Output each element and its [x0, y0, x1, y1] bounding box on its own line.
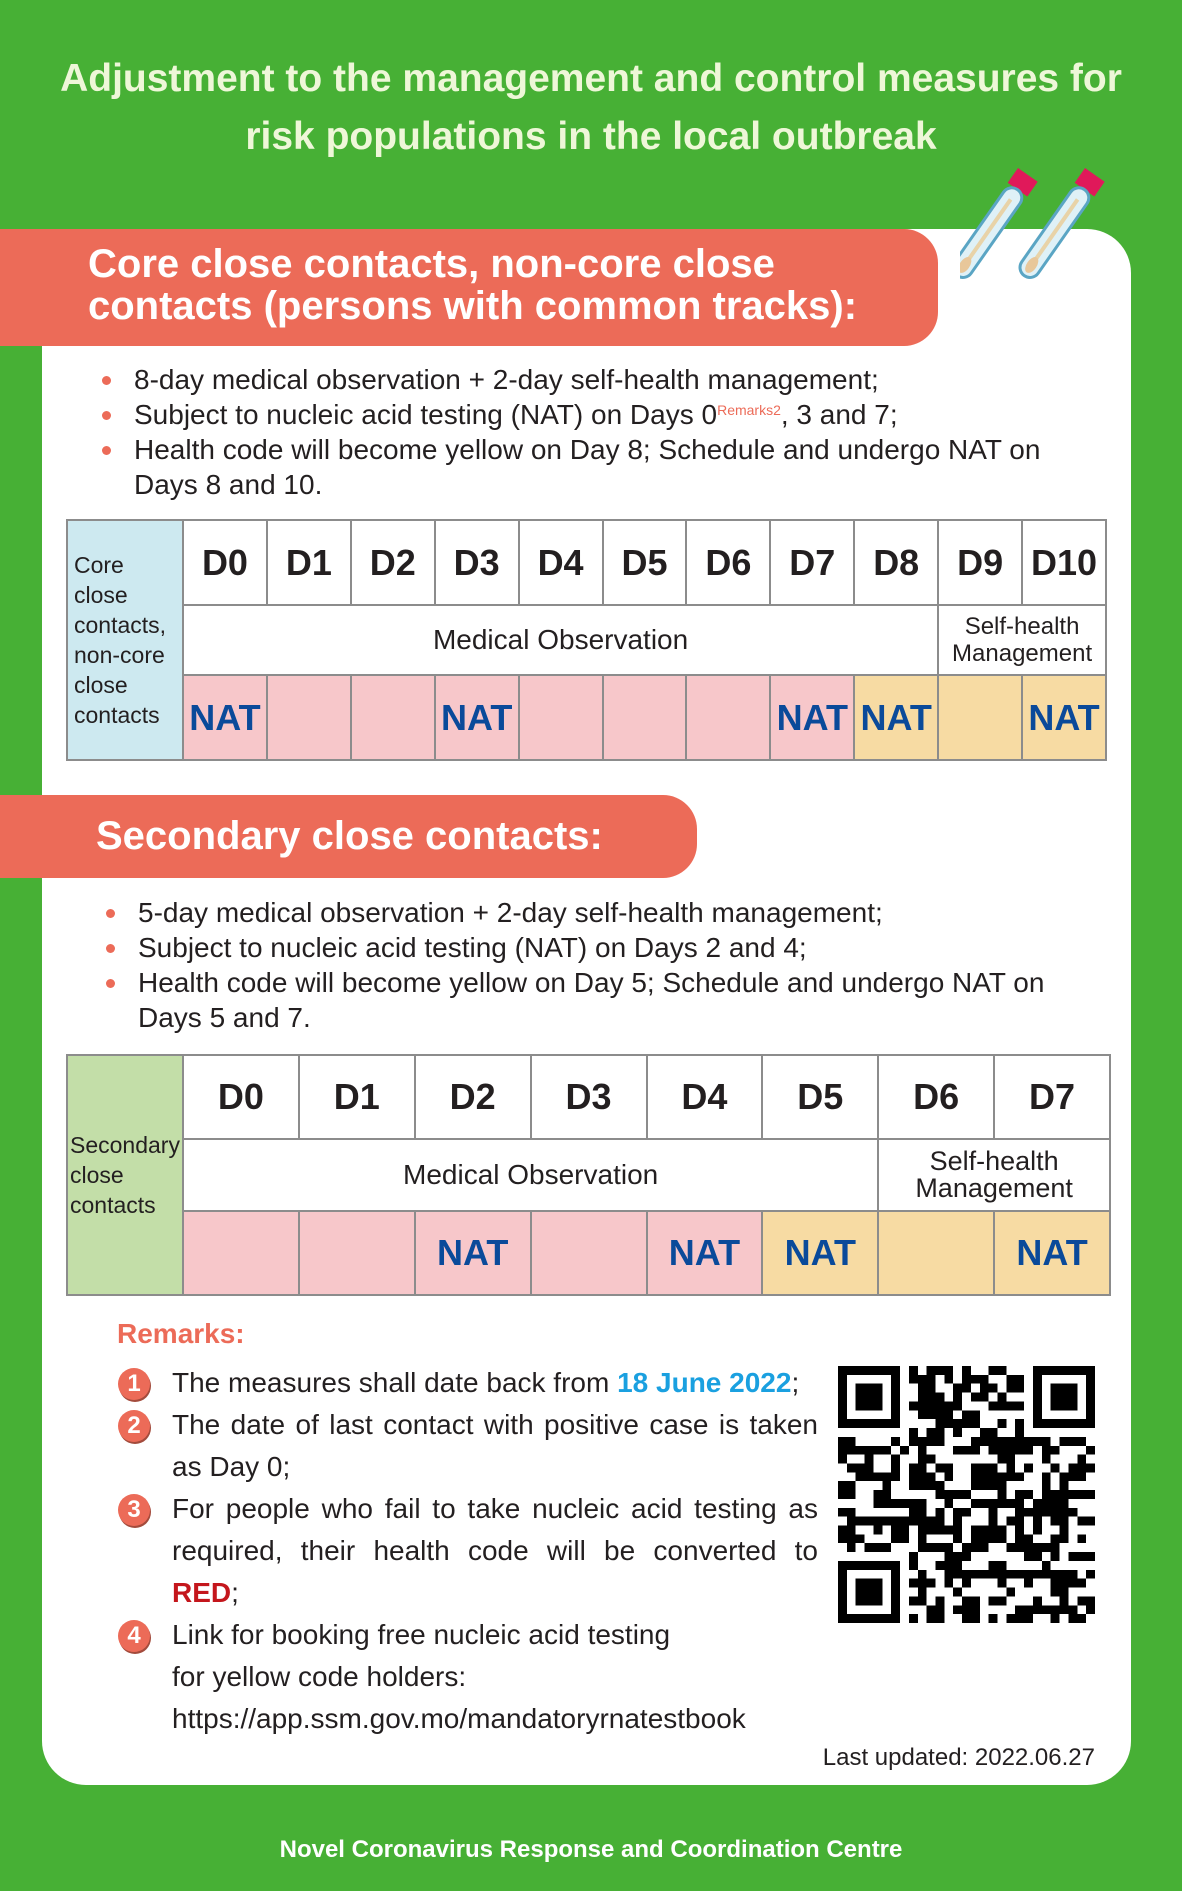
nat-cell: NAT: [853, 674, 940, 761]
remark-item: 4 Link for booking free nucleic acid test…: [118, 1614, 818, 1740]
heading-line: contacts (persons with common tracks):: [88, 284, 858, 328]
nat-cell: NAT: [769, 674, 856, 761]
medical-observation: Medical Observation: [181, 1138, 880, 1212]
nat-cell: NAT: [645, 1210, 764, 1296]
remark-text: Link for booking free nucleic acid testi…: [172, 1619, 671, 1692]
bullet: Subject to nucleic acid testing (NAT) on…: [106, 930, 1044, 965]
title-line: risk populations in the local outbreak: [245, 115, 937, 158]
nat-cell: [937, 674, 1024, 761]
title-line: Adjustment to the management and control…: [60, 57, 1122, 100]
nat-cell: NAT: [182, 674, 268, 761]
nat-cell: [182, 1210, 300, 1296]
bullet-text: Health code will become yellow on Day 5;…: [138, 967, 1045, 998]
qr-code[interactable]: [838, 1366, 1095, 1623]
test-tube-icon: [960, 168, 1105, 279]
bullet-text: 5-day medical observation + 2-day self-h…: [138, 897, 883, 928]
nat-cell: [265, 674, 352, 761]
last-updated: Last updated: 2022.06.27: [822, 1744, 1095, 1771]
day-header: D7: [769, 519, 856, 606]
remarks-list: 1 The measures shall date back from 18 Ju…: [118, 1362, 818, 1740]
remark-item: 1 The measures shall date back from 18 Ju…: [118, 1362, 818, 1404]
section1-bullets: 8-day medical observation + 2-day self-h…: [102, 362, 1040, 502]
self-health-management: Self-health Management: [937, 604, 1107, 676]
remark-text: For people who fail to take nucleic acid…: [172, 1493, 818, 1566]
day-header: D2: [349, 519, 436, 606]
day-header: D4: [645, 1054, 764, 1140]
bullet: Health code will become yellow on Day 8;…: [102, 432, 1040, 502]
nat-cell: NAT: [761, 1210, 880, 1296]
number-badge: 1: [118, 1368, 150, 1400]
booking-link[interactable]: https://app.ssm.gov.mo/mandatoryrnatestb…: [172, 1703, 746, 1734]
heading-line: Core close contacts, non-core close: [88, 242, 775, 286]
punct: ;: [791, 1367, 800, 1398]
day-header: D5: [761, 1054, 880, 1140]
nat-cell: [685, 674, 772, 761]
day-header: D3: [529, 1054, 648, 1140]
nat-cell: NAT: [413, 1210, 532, 1296]
medical-observation: Medical Observation: [181, 604, 940, 676]
day-header: D8: [853, 519, 940, 606]
bullet: 8-day medical observation + 2-day self-h…: [102, 362, 1040, 397]
day-header: D2: [413, 1054, 532, 1140]
number-badge: 4: [118, 1620, 150, 1652]
day-header: D1: [265, 519, 352, 606]
nat-cell: [529, 1210, 648, 1296]
bullet-text: Health code will become yellow on Day 8;…: [134, 434, 1041, 465]
nat-cell: [297, 1210, 416, 1296]
bullet-text: 8-day medical observation + 2-day self-h…: [134, 364, 879, 395]
day-header: D6: [877, 1054, 996, 1140]
remark-ref: Remarks2: [717, 402, 781, 418]
nat-cell: [517, 674, 604, 761]
nat-cell: NAT: [433, 674, 520, 761]
number-badge: 2: [118, 1410, 150, 1442]
remark-item: 2 The date of last contact with positive …: [118, 1404, 818, 1488]
day-header: D0: [182, 1054, 300, 1140]
bullet-text: Days 8 and 10.: [134, 469, 323, 500]
day-header: D0: [182, 519, 268, 606]
punct: ;: [231, 1577, 239, 1608]
remark-text: The date of last contact with positive c…: [172, 1409, 818, 1482]
bullet: Subject to nucleic acid testing (NAT) on…: [102, 397, 1040, 432]
section1-heading: Core close contacts, non-core close conta…: [0, 229, 938, 346]
day-header: D10: [1021, 519, 1107, 606]
bullet-text: Days 5 and 7.: [138, 1002, 311, 1033]
date-highlight: 18 June 2022: [617, 1367, 792, 1398]
bullet-text: Subject to nucleic acid testing (NAT) on…: [138, 932, 807, 963]
day-header: D6: [685, 519, 772, 606]
nat-cell: [349, 674, 436, 761]
day-header: D5: [601, 519, 688, 606]
row-label: Secondary close contacts: [66, 1054, 184, 1296]
self-health-management: Self-health Management: [877, 1138, 1111, 1212]
nat-cell: NAT: [993, 1210, 1111, 1296]
bullet: 5-day medical observation + 2-day self-h…: [106, 895, 1044, 930]
page-title: Adjustment to the management and control…: [0, 50, 1182, 166]
nat-cell: [601, 674, 688, 761]
bullet-text: Subject to nucleic acid testing (NAT) on…: [134, 399, 718, 430]
red-highlight: RED: [172, 1577, 232, 1608]
number-badge: 3: [118, 1494, 150, 1526]
day-header: D3: [433, 519, 520, 606]
bullet-text: , 3 and 7;: [780, 399, 898, 430]
bullet: Health code will become yellow on Day 5;…: [106, 965, 1044, 1035]
remarks-heading: Remarks:: [117, 1318, 245, 1349]
core-contacts-table: Core close contacts, non-core close cont…: [66, 519, 1107, 761]
footer-organization: Novel Coronavirus Response and Coordinat…: [279, 1836, 903, 1863]
remark-text: The measures shall date back from: [172, 1367, 618, 1398]
section2-bullets: 5-day medical observation + 2-day self-h…: [106, 895, 1044, 1035]
nat-cell: NAT: [1021, 674, 1107, 761]
row-label: Core close contacts, non-core close cont…: [66, 519, 184, 761]
day-header: D4: [517, 519, 604, 606]
section2-heading: Secondary close contacts:: [0, 795, 697, 878]
day-header: D9: [937, 519, 1024, 606]
day-header: D1: [297, 1054, 416, 1140]
nat-cell: [877, 1210, 996, 1296]
day-header: D7: [993, 1054, 1111, 1140]
remark-item: 3 For people who fail to take nucleic aci…: [118, 1488, 818, 1614]
secondary-contacts-table: Secondary close contacts D0 D1 D2 D3 D4 D5 D6 D7…: [66, 1054, 1111, 1296]
